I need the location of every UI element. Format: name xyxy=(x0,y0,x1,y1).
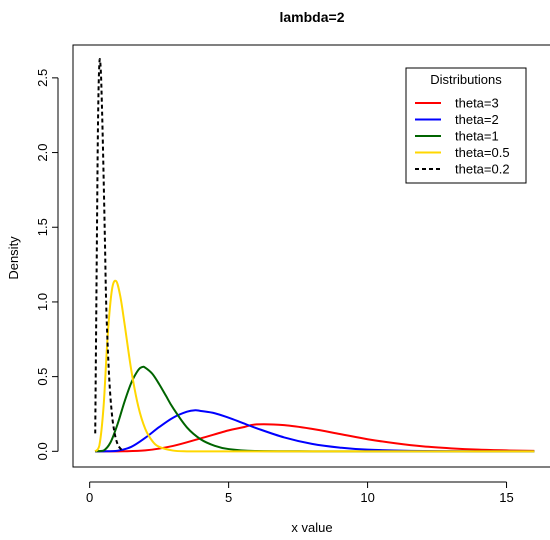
legend-label: theta=1 xyxy=(455,129,499,144)
legend-box xyxy=(405,67,527,184)
x-axis: 0 5 10 15 xyxy=(86,481,514,505)
series-line-theta-0-5 xyxy=(94,279,535,453)
y-tick-label: 1.0 xyxy=(35,293,50,311)
legend-label: theta=3 xyxy=(455,96,499,111)
x-tick-label: 5 xyxy=(225,490,232,505)
y-tick-label: 0.0 xyxy=(35,442,50,460)
legend-label: theta=0.5 xyxy=(455,145,510,160)
legend: Distributions theta=3theta=2theta=1theta… xyxy=(405,67,527,184)
y-axis-title: Density xyxy=(6,236,21,280)
y-axis: 0.0 0.5 1.0 1.5 2.0 2.5 xyxy=(35,69,59,460)
legend-label: theta=2 xyxy=(455,112,499,127)
chart-title: lambda=2 xyxy=(280,9,345,25)
series-layer xyxy=(94,58,535,453)
series-line-theta-0-2 xyxy=(94,58,124,452)
series-line-theta-1 xyxy=(95,365,535,453)
y-tick-label: 0.5 xyxy=(35,368,50,386)
x-tick-label: 0 xyxy=(86,490,93,505)
x-axis-title: x value xyxy=(291,520,332,535)
legend-label: theta=0.2 xyxy=(455,162,510,177)
legend-title: Distributions xyxy=(430,72,502,87)
y-tick-label: 2.5 xyxy=(35,69,50,87)
series-line-theta-2 xyxy=(95,409,535,453)
y-tick-label: 1.5 xyxy=(35,218,50,236)
series-line-theta-3 xyxy=(95,423,535,453)
x-tick-label: 15 xyxy=(499,490,513,505)
x-tick-label: 10 xyxy=(360,490,374,505)
plot-frame xyxy=(72,44,550,468)
y-tick-label: 2.0 xyxy=(35,144,50,162)
